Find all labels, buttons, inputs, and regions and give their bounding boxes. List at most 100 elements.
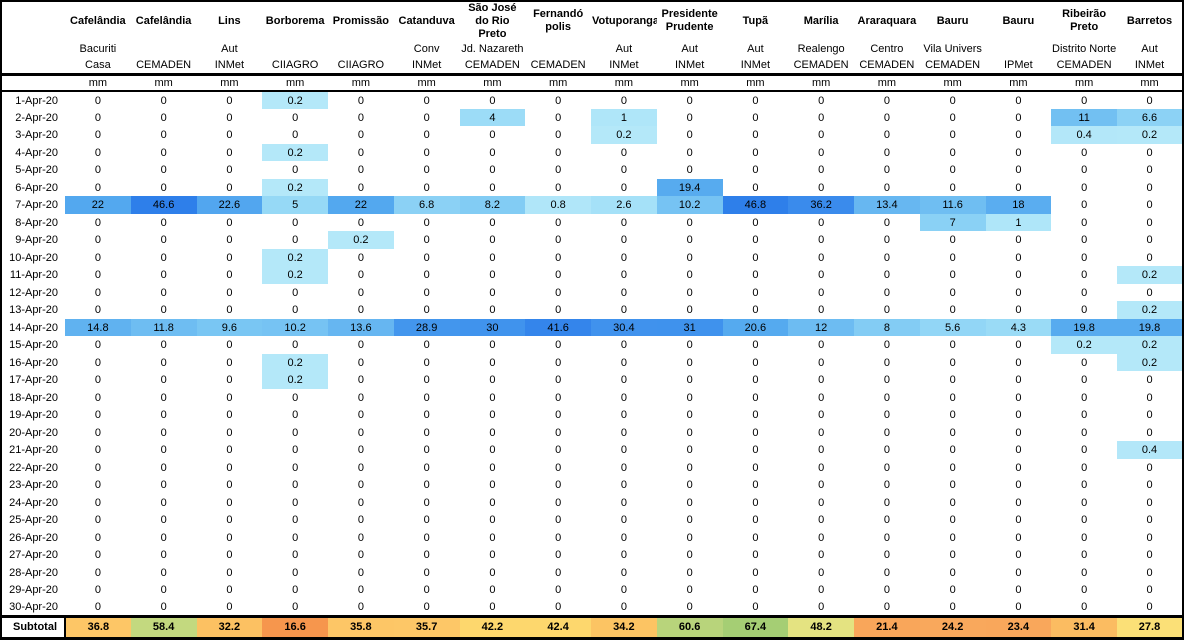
- date-cell: 6-Apr-20: [15, 181, 58, 194]
- unit-cell: mm: [614, 77, 634, 90]
- value-cell: 0: [1051, 266, 1117, 284]
- value-cell: 0: [1051, 581, 1117, 599]
- value-cell: 0: [919, 528, 986, 547]
- table-row: 9-Apr-20 0 0 0 0 0.2 0 0 0 0 0 0 0 0 0 0 0 0: [1, 231, 1183, 249]
- subtotal-cell: 58.4: [130, 616, 197, 639]
- value-cell: 0: [65, 511, 131, 529]
- value-cell: 0: [591, 423, 657, 442]
- value-cell: 0: [130, 528, 197, 547]
- value-cell: 0.2: [1117, 266, 1183, 284]
- value-cell: 0: [985, 178, 1052, 197]
- value-cell: 0: [196, 371, 263, 389]
- value-cell: 0: [393, 178, 460, 197]
- value-cell: 0: [1051, 493, 1117, 512]
- value-cell: 0: [985, 406, 1052, 424]
- value-cell: 0: [525, 213, 591, 232]
- table-row: 20-Apr-20 0 0 0 0 0 0 0 0 0 0 0 0 0 0 0 0 0: [1, 423, 1183, 442]
- value-cell: 0: [985, 458, 1052, 477]
- city-header: Promissão: [332, 14, 389, 27]
- city-header: Barretos: [1126, 14, 1173, 27]
- subtotal-cell: 42.2: [459, 616, 526, 639]
- value-cell: 0: [525, 546, 591, 564]
- value-cell: 0: [65, 108, 131, 127]
- value-cell: 0: [459, 231, 526, 249]
- subtotal-label: Subtotal: [1, 616, 66, 639]
- value-cell: 0: [591, 493, 657, 512]
- value-cell: 1: [985, 213, 1052, 232]
- value-cell: 0: [130, 441, 197, 459]
- station-line1: [328, 41, 394, 57]
- value-cell: 0: [656, 511, 723, 529]
- value-cell: 0: [919, 546, 986, 564]
- value-cell: 0: [788, 231, 854, 249]
- value-cell: 0: [328, 406, 394, 424]
- value-cell: 0: [196, 493, 263, 512]
- value-cell: 0: [1117, 196, 1183, 214]
- value-cell: 0: [196, 458, 263, 477]
- station-line2: INMet: [674, 58, 705, 71]
- value-cell: 0: [525, 353, 591, 372]
- value-cell: 0: [919, 441, 986, 459]
- value-cell: 0: [525, 493, 591, 512]
- subtotal-cell: 36.8: [65, 616, 131, 639]
- date-cell: 28-Apr-20: [9, 566, 58, 579]
- value-cell: 0: [393, 371, 460, 389]
- value-cell: 0: [393, 458, 460, 477]
- value-cell: 0: [196, 213, 263, 232]
- value-cell: 0: [854, 231, 920, 249]
- value-cell: 0: [722, 231, 789, 249]
- value-cell: 0: [525, 581, 591, 599]
- date-cell: 18-Apr-20: [9, 391, 58, 404]
- station-line1: Aut: [681, 42, 698, 55]
- value-cell: 0.2: [1051, 336, 1117, 354]
- value-cell: 0: [196, 231, 263, 249]
- value-cell: 0: [525, 476, 591, 494]
- value-cell: 8.2: [459, 196, 526, 214]
- value-cell: 0: [854, 598, 920, 617]
- value-cell: 0: [854, 283, 920, 302]
- value-cell: 0: [393, 248, 460, 267]
- value-cell: 0: [985, 301, 1052, 319]
- date-cell: 27-Apr-20: [9, 549, 58, 562]
- value-cell: 0: [591, 563, 657, 582]
- value-cell: 0: [1117, 231, 1183, 249]
- value-cell: 14.8: [65, 318, 131, 337]
- station-line1: Distrito Norte: [1052, 42, 1117, 55]
- value-cell: 0: [196, 143, 263, 162]
- value-cell: 0: [919, 581, 986, 599]
- date-cell: 4-Apr-20: [15, 146, 58, 159]
- unit-cell: mm: [943, 77, 962, 90]
- value-cell: 0: [328, 476, 394, 494]
- value-cell: 0: [65, 231, 131, 249]
- value-cell: 0: [591, 528, 657, 547]
- table-row: 29-Apr-20 0 0 0 0 0 0 0 0 0 0 0 0 0 0 0 0 0: [1, 581, 1183, 599]
- value-cell: 0: [854, 91, 920, 109]
- value-cell: 0: [854, 108, 920, 127]
- value-cell: 0: [722, 143, 789, 162]
- value-cell: 0: [656, 528, 723, 547]
- value-cell: 0: [525, 266, 591, 284]
- value-cell: 0: [393, 563, 460, 582]
- value-cell: 46.6: [130, 196, 197, 214]
- value-cell: 0: [1051, 458, 1117, 477]
- value-cell: 0.2: [1117, 336, 1183, 354]
- table-row: 7-Apr-20 22 46.6 22.6 5 22 6.8 8.2 0.8 2.6 10.2 46.…: [1, 196, 1183, 214]
- value-cell: 0: [788, 476, 854, 494]
- value-cell: 0: [130, 476, 197, 494]
- value-cell: 0: [459, 371, 526, 389]
- value-cell: 0: [722, 546, 789, 564]
- station-line2: CEMADEN: [925, 58, 981, 71]
- value-cell: 0: [656, 388, 723, 407]
- value-cell: 0: [722, 336, 789, 354]
- station-line2: INMet: [411, 58, 442, 71]
- value-cell: 0: [393, 511, 460, 529]
- value-cell: 0: [328, 528, 394, 547]
- value-cell: 0: [591, 371, 657, 389]
- station-header: CIIAGRO: [262, 41, 328, 75]
- subtotal-cell: 27.8: [1117, 616, 1183, 639]
- value-cell: 0: [525, 91, 591, 109]
- value-cell: 0: [328, 126, 394, 144]
- value-cell: 0: [722, 283, 789, 302]
- value-cell: 0: [130, 563, 197, 582]
